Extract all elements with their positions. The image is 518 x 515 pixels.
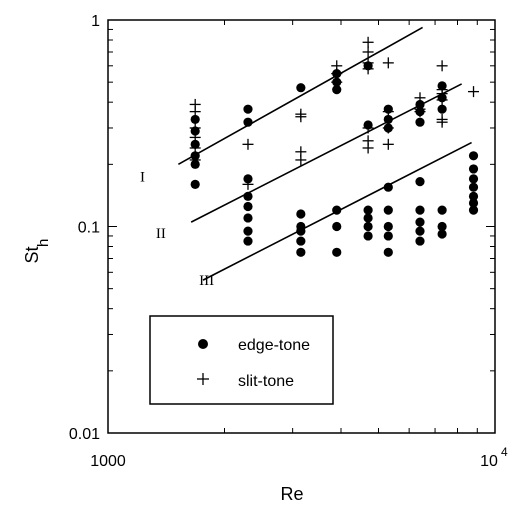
point-edge-tone (296, 247, 306, 257)
y-tick-label: 0.1 (78, 220, 100, 237)
point-slit-tone (436, 94, 448, 106)
point-edge-tone (332, 85, 342, 95)
point-slit-tone (382, 122, 394, 134)
point-edge-tone (468, 174, 479, 184)
point-edge-tone (383, 205, 393, 215)
point-edge-tone (190, 114, 200, 125)
point-slit-tone (382, 57, 394, 69)
y-axis-title: St h (22, 239, 52, 264)
point-edge-tone (468, 198, 479, 208)
point-slit-tone (362, 142, 374, 154)
point-edge-tone (243, 236, 253, 246)
point-slit-tone (295, 111, 307, 123)
point-edge-tone (332, 205, 342, 215)
legend-box (149, 315, 334, 405)
legend-label-edge-tone: edge-tone (238, 337, 310, 354)
point-edge-tone (383, 114, 393, 125)
point-edge-tone (415, 205, 425, 215)
x-tick-label-exponent: 4 (501, 445, 508, 459)
y-tick-label: 0.01 (69, 426, 100, 443)
point-slit-tone (468, 86, 480, 98)
region-label-III: III (199, 273, 214, 289)
point-edge-tone (468, 164, 479, 174)
point-edge-tone (332, 221, 342, 232)
point-edge-tone (437, 104, 447, 114)
point-edge-tone (363, 205, 373, 215)
point-edge-tone (296, 236, 306, 246)
point-edge-tone (296, 83, 306, 93)
point-edge-tone (468, 182, 479, 192)
point-edge-tone (415, 176, 425, 187)
point-slit-tone (189, 142, 201, 154)
point-slit-tone (189, 106, 201, 118)
point-slit-tone (189, 131, 201, 143)
legend-label-slit-tone: slit-tone (238, 373, 294, 390)
point-edge-tone (415, 117, 425, 127)
point-slit-tone (189, 154, 201, 166)
point-edge-tone (296, 226, 306, 236)
point-edge-tone (383, 247, 393, 257)
point-slit-tone (414, 106, 426, 118)
point-edge-tone (415, 236, 425, 246)
point-edge-tone (190, 179, 200, 189)
ticks-layer (107, 20, 496, 434)
point-edge-tone (296, 209, 306, 219)
point-edge-tone (243, 201, 253, 212)
point-slit-tone (242, 178, 254, 190)
point-edge-tone (363, 221, 373, 232)
point-edge-tone (468, 205, 479, 215)
point-edge-tone (383, 221, 393, 232)
point-edge-tone (468, 151, 479, 161)
fit-line-I (177, 26, 423, 166)
point-edge-tone (468, 191, 479, 201)
point-edge-tone (383, 231, 393, 241)
point-edge-tone (383, 182, 393, 192)
point-slit-tone (362, 63, 374, 75)
point-slit-tone (382, 138, 394, 150)
point-edge-tone (363, 231, 373, 241)
point-slit-tone (436, 116, 448, 128)
point-slit-tone (331, 76, 343, 88)
point-edge-tone (243, 213, 253, 223)
point-slit-tone (414, 92, 426, 104)
fit-lines-layer (177, 26, 472, 281)
x-tick-label: 10 (480, 453, 498, 470)
point-edge-tone (437, 229, 447, 239)
x-tick-label: 1000 (90, 453, 126, 470)
point-edge-tone (243, 191, 253, 201)
x-axis-title: Re (280, 484, 303, 504)
point-slit-tone (189, 122, 201, 134)
legend: edge-tone slit-tone (149, 315, 334, 405)
point-slit-tone (362, 122, 374, 134)
y-axis-title-main: St (22, 246, 42, 263)
point-slit-tone (362, 36, 374, 48)
point-edge-tone (415, 226, 425, 236)
y-tick-label: 1 (91, 13, 100, 30)
legend-marker-slit-tone (197, 373, 209, 385)
point-slit-tone (295, 154, 307, 166)
point-slit-tone (382, 106, 394, 118)
point-edge-tone (437, 221, 447, 232)
point-slit-tone (242, 138, 254, 150)
region-label-II: II (156, 226, 166, 242)
point-slit-tone (436, 60, 448, 72)
region-label-I: I (140, 169, 145, 185)
point-edge-tone (332, 247, 342, 257)
markers-layer (189, 36, 480, 257)
point-edge-tone (363, 213, 373, 223)
point-edge-tone (415, 217, 425, 227)
point-slit-tone (362, 46, 374, 58)
point-edge-tone (243, 226, 253, 236)
legend-marker-edge-tone (198, 339, 208, 349)
y-axis-title-subscript: h (35, 239, 52, 247)
point-edge-tone (243, 117, 253, 127)
point-edge-tone (437, 205, 447, 215)
point-edge-tone (243, 104, 253, 114)
